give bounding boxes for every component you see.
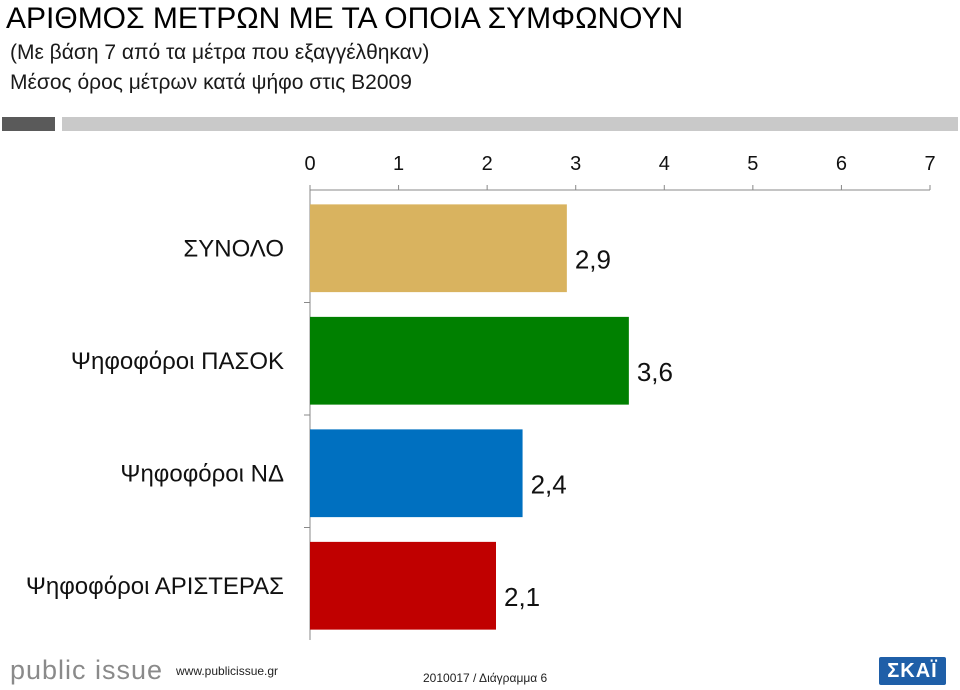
chart-subtitle: (Με βάση 7 από τα μέτρα που εξαγγέλθηκαν…	[10, 41, 430, 64]
header-divider-light	[62, 117, 958, 131]
category-label: ΣΥΝΟΛΟ	[183, 235, 284, 262]
bar	[310, 204, 567, 293]
x-tick-label: 0	[304, 153, 315, 175]
bar	[310, 429, 523, 518]
chart-title: ΑΡΙΘΜΟΣ ΜΕΤΡΩΝ ΜΕ ΤΑ ΟΠΟΙΑ ΣΥΜΦΩΝΟΥΝ	[6, 2, 684, 35]
category-label: Ψηφοφόροι ΝΔ	[120, 460, 284, 487]
x-tick-label: 5	[747, 153, 758, 175]
x-tick-label: 7	[924, 153, 935, 175]
x-tick-label: 2	[482, 153, 493, 175]
footer-chart-code: 2010017 / Διάγραμμα 6	[423, 671, 548, 685]
x-tick-label: 3	[570, 153, 581, 175]
header-divider-dark	[2, 117, 55, 131]
category-label: Ψηφοφόροι ΑΡΙΣΤΕΡΑΣ	[26, 573, 284, 600]
data-label: 2,1	[504, 582, 540, 612]
data-label: 2,4	[531, 469, 567, 499]
category-label: Ψηφοφόροι ΠΑΣΟΚ	[71, 348, 284, 375]
bar	[310, 541, 496, 630]
data-label: 3,6	[637, 357, 673, 387]
footer-url: www.publicissue.gr	[176, 664, 279, 678]
data-label: 2,9	[575, 244, 611, 274]
public-issue-logo: public issue	[10, 655, 164, 685]
x-tick-label: 6	[836, 153, 847, 175]
x-tick-label: 4	[659, 153, 670, 175]
chart-subtitle-secondary: Μέσος όρος μέτρων κατά ψήφο στις Β2009	[10, 71, 412, 94]
bar	[310, 316, 629, 405]
x-tick-label: 1	[393, 153, 404, 175]
skai-logo: ΣΚΑΪ	[879, 657, 946, 685]
